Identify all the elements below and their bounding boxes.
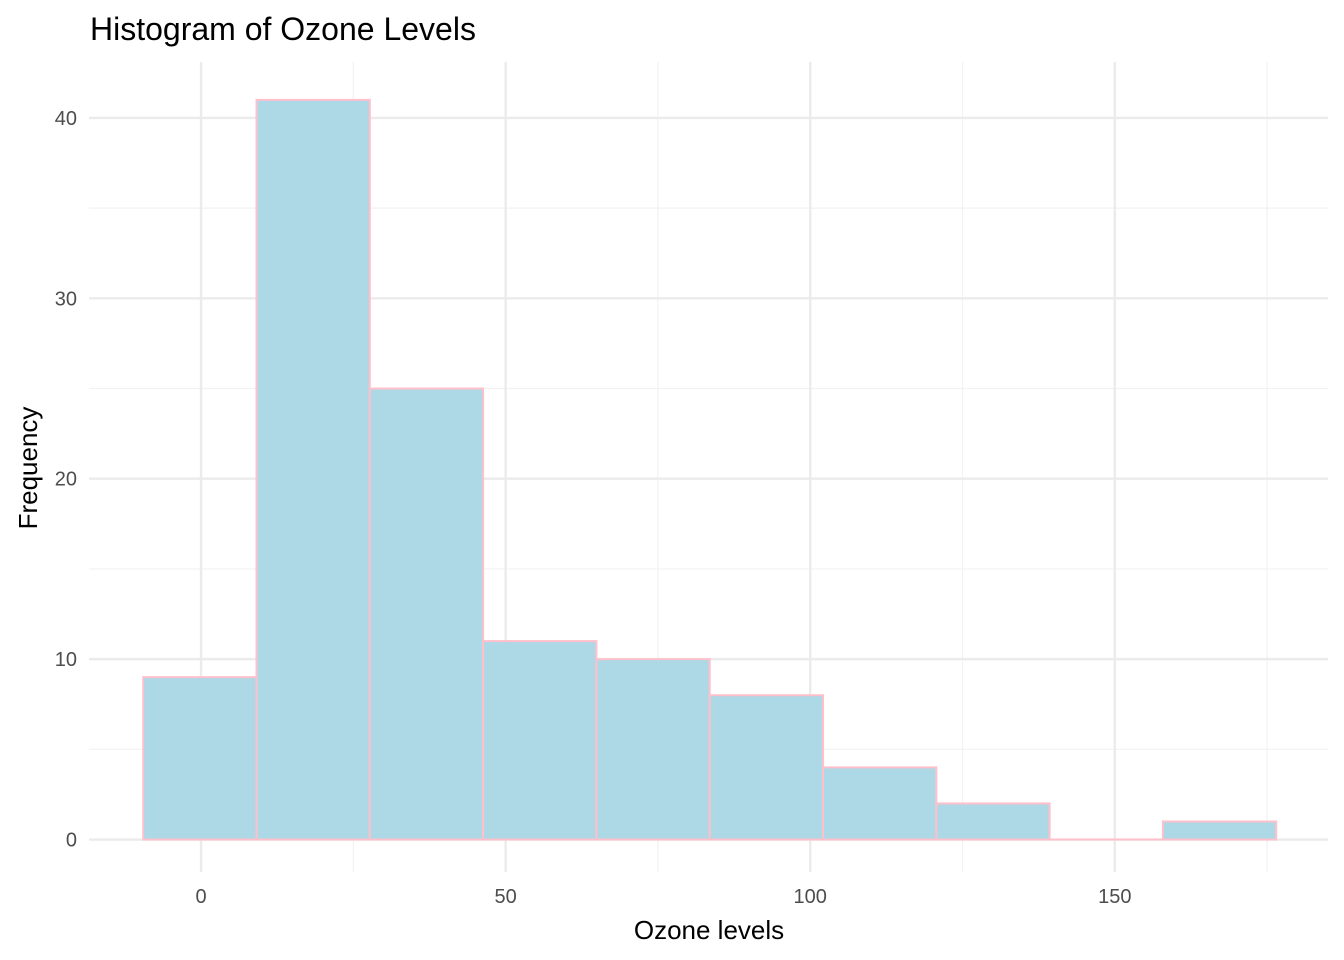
y-axis-title: Frequency xyxy=(13,407,43,530)
histogram-bar xyxy=(822,766,938,841)
y-tick-label: 0 xyxy=(66,830,77,852)
histogram-bar xyxy=(708,694,825,841)
y-tick-label: 10 xyxy=(55,649,77,671)
histogram-bar xyxy=(368,387,485,841)
y-tick-label: 20 xyxy=(55,469,77,491)
histogram-bars xyxy=(142,98,1278,841)
y-tick-label: 40 xyxy=(55,108,77,130)
x-tick-label: 100 xyxy=(794,886,827,908)
histogram-bar xyxy=(255,98,371,841)
x-axis-title: Ozone levels xyxy=(634,915,784,945)
chart-title: Histogram of Ozone Levels xyxy=(90,11,476,47)
x-tick-label: 0 xyxy=(196,886,207,908)
histogram-bar xyxy=(482,640,598,841)
y-axis-tick-labels: 0 10 20 30 40 xyxy=(55,108,77,852)
histogram-bar xyxy=(142,676,258,841)
x-axis-tick-labels: 0 50 100 150 xyxy=(196,886,1132,908)
x-tick-label: 150 xyxy=(1098,886,1131,908)
y-tick-label: 30 xyxy=(55,288,77,310)
histogram-bar xyxy=(935,802,1051,841)
histogram-bar xyxy=(595,658,711,841)
x-tick-label: 50 xyxy=(495,886,517,908)
histogram-bar xyxy=(1161,820,1278,841)
